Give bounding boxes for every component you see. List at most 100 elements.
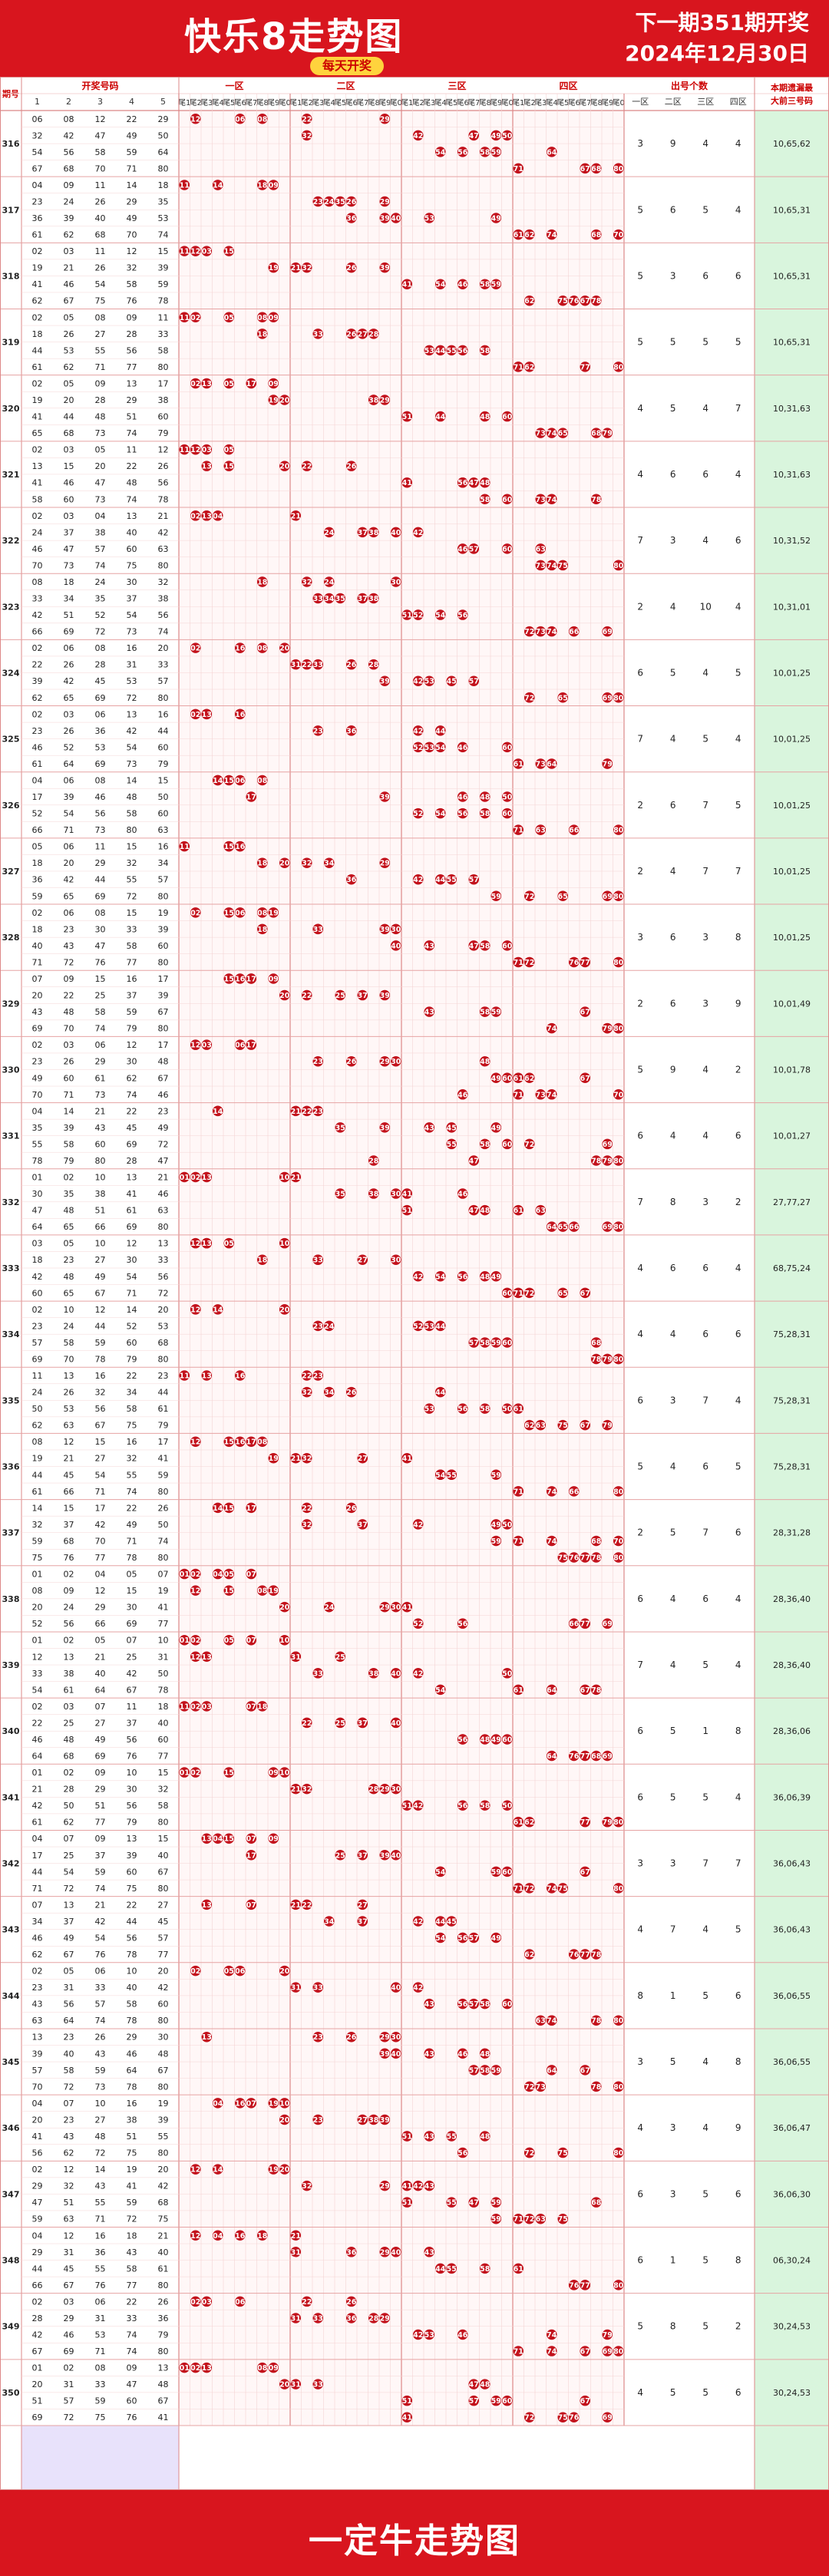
number-ball-label: 77 [580, 959, 590, 967]
drawn-number: 63 [158, 1206, 169, 1216]
number-ball-label: 71 [514, 1884, 523, 1893]
drawn-number: 62 [32, 1950, 43, 1960]
number-ball-label: 68 [591, 1537, 602, 1546]
zone-count: 6 [702, 469, 708, 480]
number-ball [223, 1237, 234, 1249]
number-ball-label: 56 [457, 810, 468, 818]
zone-count: 4 [637, 1329, 643, 1339]
number-ball-label: 19 [269, 1587, 279, 1596]
drawn-number: 02 [32, 1702, 43, 1712]
number-ball [302, 576, 312, 587]
number-ball [257, 1254, 268, 1265]
header-tail: 尾2 [301, 98, 313, 107]
number-ball-label: 04 [213, 512, 223, 520]
number-ball-label: 15 [224, 909, 234, 917]
drawn-number: 34 [32, 1917, 43, 1927]
drawn-number: 09 [95, 378, 106, 388]
drawn-number: 24 [64, 1321, 74, 1331]
drawn-number: 04 [32, 180, 43, 190]
number-ball-label: 12 [190, 1042, 200, 1050]
number-ball-label: 49 [491, 132, 501, 140]
drawn-number: 02 [64, 2363, 74, 2373]
drawn-number: 76 [95, 957, 106, 967]
issue-number: 318 [2, 271, 20, 281]
number-ball [446, 1138, 457, 1150]
issue-number: 327 [2, 867, 20, 877]
drawn-number: 03 [32, 1239, 43, 1249]
number-ball-label: 29 [380, 1058, 390, 1066]
drawn-number: 27 [158, 1900, 169, 1910]
number-ball-label: 53 [424, 2331, 434, 2340]
issue-number: 350 [2, 2388, 20, 2398]
drawn-number: 70 [95, 163, 106, 173]
drawn-number: 39 [32, 2049, 43, 2059]
number-ball [457, 345, 468, 356]
drawn-number: 15 [64, 1503, 74, 1513]
issue-number: 330 [2, 1065, 20, 1075]
zone-count: 5 [735, 337, 741, 348]
drawn-number: 17 [158, 1040, 169, 1050]
number-ball [457, 279, 468, 289]
number-ball-label: 21 [291, 1455, 301, 1463]
drawn-number: 60 [158, 2000, 169, 2010]
number-ball [279, 395, 290, 405]
number-ball-label: 19 [269, 2166, 279, 2175]
number-ball [290, 659, 301, 670]
number-ball-label: 73 [536, 1091, 546, 1099]
number-ball-label: 03 [202, 248, 212, 256]
number-ball-label: 39 [380, 678, 390, 686]
drawn-number: 80 [158, 891, 169, 901]
number-ball [391, 1254, 401, 1265]
drawn-number: 02 [32, 1305, 43, 1315]
drawn-number: 52 [64, 742, 74, 752]
number-ball [591, 494, 602, 505]
number-ball-label: 36 [346, 2248, 357, 2257]
number-ball-label: 74 [547, 1091, 557, 1099]
number-ball-label: 58 [480, 2265, 490, 2274]
number-ball-label: 13 [202, 380, 212, 388]
number-ball-label: 59 [491, 281, 501, 289]
drawn-number: 62 [64, 2148, 74, 2158]
zone-count: 8 [735, 2056, 741, 2067]
number-ball-label: 15 [224, 777, 234, 785]
header-tail: 尾7 [245, 98, 257, 107]
number-ball-label: 60 [502, 942, 513, 950]
drawn-number: 38 [127, 2115, 137, 2125]
number-ball-label: 80 [613, 1818, 624, 1827]
zone-count: 3 [670, 2122, 676, 2133]
header-zone: 一区 [225, 81, 243, 91]
number-ball-label: 52 [413, 612, 423, 620]
number-ball-label: 14 [213, 181, 223, 190]
drawn-number: 55 [127, 875, 137, 885]
drawn-number: 28 [127, 329, 137, 339]
number-ball [246, 1039, 256, 1050]
zone-count: 4 [735, 734, 741, 745]
number-ball [290, 1171, 301, 1183]
missing-top3: 28,31,28 [773, 1528, 811, 1538]
number-ball [490, 147, 501, 157]
number-ball-label: 12 [190, 1306, 200, 1314]
number-ball-label: 48 [480, 2381, 490, 2389]
zone-count: 5 [702, 2188, 708, 2199]
drawn-number: 08 [95, 312, 106, 322]
drawn-number: 03 [64, 2297, 74, 2307]
zone-count: 6 [637, 1726, 643, 1736]
number-ball [302, 262, 312, 273]
drawn-number: 47 [95, 478, 106, 488]
drawn-number: 67 [64, 2280, 74, 2290]
drawn-number: 03 [64, 709, 74, 719]
number-ball [457, 609, 468, 620]
number-ball [502, 741, 513, 753]
number-ball [190, 312, 201, 323]
drawn-number: 59 [32, 2214, 43, 2224]
drawn-number: 62 [32, 1421, 43, 1431]
header-tail: 尾0 [390, 98, 402, 107]
drawn-number: 47 [95, 130, 106, 140]
drawn-number: 18 [32, 1255, 43, 1265]
number-ball-label: 50 [502, 1405, 513, 1414]
number-ball-label: 09 [269, 181, 279, 190]
number-ball-label: 69 [603, 893, 613, 901]
number-ball-label: 41 [402, 1455, 412, 1463]
number-ball [246, 791, 256, 802]
number-ball-label: 79 [603, 1025, 613, 1033]
